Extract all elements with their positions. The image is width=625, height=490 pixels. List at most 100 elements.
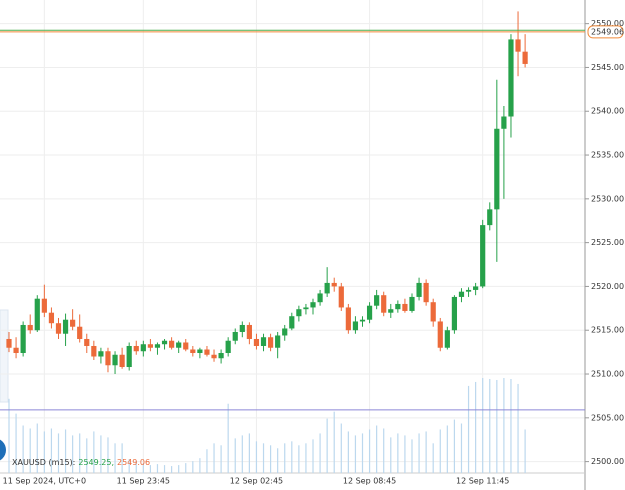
side-button[interactable] bbox=[0, 438, 6, 462]
y-tick-label: 2505.00 bbox=[591, 413, 624, 422]
volume-bar bbox=[72, 435, 74, 473]
volume-bar bbox=[411, 439, 413, 473]
candle-body bbox=[289, 316, 295, 329]
candle-body bbox=[480, 225, 486, 287]
legend-item: XAUUSD (m15): bbox=[12, 458, 75, 467]
volume-bar bbox=[36, 423, 38, 473]
volume-bar bbox=[29, 428, 31, 473]
volume-bar bbox=[368, 429, 371, 473]
candle-body bbox=[84, 338, 90, 346]
volume-bar bbox=[121, 443, 123, 473]
volume-bar bbox=[326, 418, 328, 473]
candle-body bbox=[133, 345, 139, 352]
candle-body bbox=[41, 298, 47, 313]
candle-body bbox=[190, 349, 196, 353]
candle-body bbox=[324, 282, 330, 294]
volume-bar bbox=[319, 433, 321, 473]
candle-body bbox=[161, 340, 168, 345]
x-tick-label: 11 Sep 2024, UTC+0 bbox=[3, 477, 86, 486]
candle-body bbox=[331, 282, 337, 287]
candle-body bbox=[260, 337, 267, 346]
volume-bar bbox=[255, 441, 258, 473]
volume-bar bbox=[163, 465, 166, 473]
volume-bar bbox=[489, 378, 491, 473]
volume-bar bbox=[510, 378, 512, 473]
candle-body bbox=[388, 309, 394, 313]
candle-body bbox=[27, 324, 33, 331]
volume-bar bbox=[178, 465, 180, 473]
volume-bar bbox=[312, 439, 314, 473]
candle-body bbox=[232, 331, 238, 341]
legend-item: 2549.06 bbox=[117, 458, 150, 467]
candle-body bbox=[13, 347, 19, 353]
volume-bar bbox=[383, 428, 385, 473]
candle-body bbox=[522, 51, 528, 64]
candle-body bbox=[352, 321, 359, 331]
y-tick-label: 2540.00 bbox=[591, 107, 624, 116]
legend-item: 2549.25, bbox=[78, 458, 114, 467]
volume-bar bbox=[305, 443, 307, 473]
candle-body bbox=[70, 319, 76, 327]
volume-bar bbox=[171, 466, 173, 473]
candle-body bbox=[381, 295, 387, 313]
candle-body bbox=[494, 128, 500, 210]
candle-body bbox=[409, 296, 415, 311]
volume-bar bbox=[206, 449, 208, 473]
volume-bar bbox=[439, 429, 441, 473]
volume-bar bbox=[149, 465, 151, 473]
volume-bar bbox=[64, 429, 67, 473]
candle-body bbox=[296, 309, 302, 317]
price-label: 2549.06 bbox=[591, 27, 624, 36]
volume-bar bbox=[93, 431, 95, 473]
y-tick-label: 2530.00 bbox=[591, 194, 624, 203]
candle-body bbox=[6, 338, 12, 348]
volume-bar bbox=[114, 443, 116, 473]
volume-bar bbox=[517, 383, 519, 473]
candle-body bbox=[402, 303, 408, 311]
volume-bar bbox=[361, 433, 364, 473]
y-tick-label: 2520.00 bbox=[591, 282, 624, 291]
volume-bar bbox=[142, 463, 144, 473]
volume-bar bbox=[199, 458, 201, 473]
volume-bar bbox=[432, 443, 434, 473]
candle-body bbox=[444, 330, 450, 348]
volume-bar bbox=[269, 445, 272, 473]
candle-body bbox=[77, 326, 83, 339]
candle-body bbox=[430, 302, 436, 322]
candle-body bbox=[515, 39, 521, 52]
y-tick-label: 2500.00 bbox=[591, 457, 624, 466]
candle-body bbox=[48, 312, 55, 324]
volume-bar bbox=[156, 464, 159, 473]
price-label-box bbox=[587, 25, 624, 39]
volume-bar bbox=[234, 438, 236, 473]
candle-body bbox=[451, 296, 458, 331]
candle-body bbox=[465, 289, 472, 292]
candle-body bbox=[267, 337, 274, 348]
candle-body bbox=[112, 354, 118, 366]
volume-bar bbox=[397, 433, 399, 473]
volume-bar bbox=[57, 433, 60, 473]
candle-body bbox=[20, 324, 26, 353]
y-tick-label: 2510.00 bbox=[591, 370, 624, 379]
candle-body bbox=[239, 324, 245, 332]
candle-body bbox=[395, 303, 401, 310]
candle-body bbox=[253, 338, 260, 346]
volume-bar bbox=[425, 431, 427, 473]
candle-body bbox=[473, 286, 479, 290]
volume-bar bbox=[496, 379, 498, 473]
volume-bar bbox=[220, 445, 222, 473]
volume-bar bbox=[227, 403, 229, 473]
volume-bar bbox=[453, 419, 456, 473]
candle-body bbox=[140, 344, 146, 352]
candle-body bbox=[423, 282, 429, 303]
candle-body bbox=[204, 349, 210, 355]
volume-bar bbox=[418, 433, 420, 473]
candle-body bbox=[303, 307, 309, 310]
volume-bar bbox=[79, 433, 81, 473]
volume-bar bbox=[404, 435, 406, 473]
volume-bar bbox=[128, 459, 130, 473]
volume-bar bbox=[446, 425, 448, 473]
candle-body bbox=[154, 344, 161, 348]
volume-bar bbox=[192, 461, 194, 473]
